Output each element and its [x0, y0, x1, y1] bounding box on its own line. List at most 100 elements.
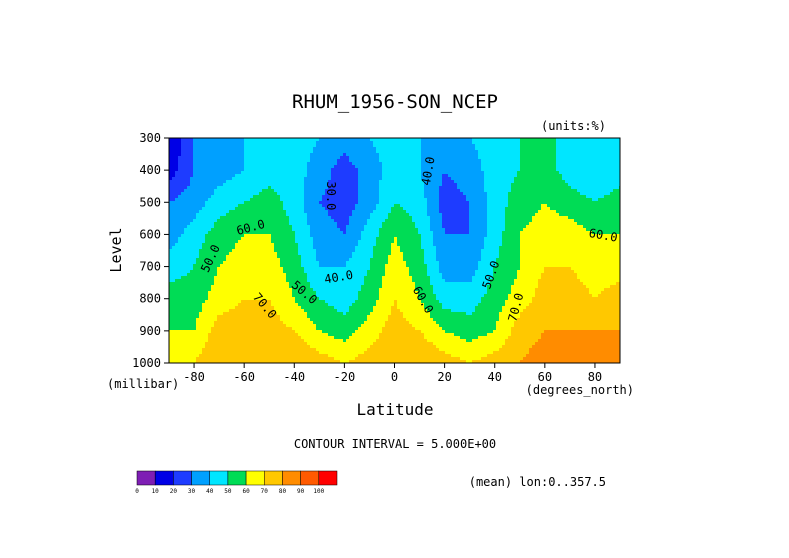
field-cell	[292, 231, 295, 234]
field-cell	[232, 345, 235, 348]
field-cell	[229, 198, 232, 201]
field-cell	[265, 246, 268, 249]
field-cell	[262, 162, 265, 165]
field-cell	[238, 243, 241, 246]
field-cell	[196, 186, 199, 189]
field-cell	[184, 300, 187, 303]
field-cell	[316, 201, 319, 204]
field-cell	[262, 237, 265, 240]
field-cell	[190, 321, 193, 324]
field-cell	[196, 342, 199, 345]
field-cell	[343, 168, 346, 171]
field-cell	[349, 270, 352, 273]
field-cell	[292, 213, 295, 216]
field-cell	[349, 330, 352, 333]
field-cell	[214, 207, 217, 210]
field-cell	[235, 288, 238, 291]
field-cell	[331, 162, 334, 165]
field-cell	[328, 291, 331, 294]
field-cell	[361, 330, 364, 333]
field-cell	[268, 303, 271, 306]
field-cell	[229, 192, 232, 195]
field-cell	[220, 333, 223, 336]
field-cell	[178, 285, 181, 288]
field-cell	[217, 252, 220, 255]
field-cell	[358, 276, 361, 279]
field-cell	[349, 174, 352, 177]
field-cell	[337, 279, 340, 282]
field-cell	[310, 345, 313, 348]
field-cell	[238, 222, 241, 225]
field-cell	[241, 243, 244, 246]
field-cell	[235, 360, 238, 363]
field-cell	[208, 168, 211, 171]
field-cell	[190, 318, 193, 321]
field-cell	[196, 267, 199, 270]
field-cell	[205, 279, 208, 282]
field-cell	[304, 270, 307, 273]
field-cell	[172, 309, 175, 312]
field-cell	[277, 252, 280, 255]
field-cell	[277, 201, 280, 204]
field-cell	[328, 243, 331, 246]
field-cell	[289, 273, 292, 276]
field-cell	[208, 174, 211, 177]
field-cell	[322, 234, 325, 237]
field-cell	[355, 147, 358, 150]
field-cell	[331, 288, 334, 291]
field-cell	[250, 330, 253, 333]
field-cell	[172, 207, 175, 210]
field-cell	[304, 249, 307, 252]
field-cell	[193, 357, 196, 360]
field-cell	[313, 294, 316, 297]
field-cell	[172, 159, 175, 162]
field-cell	[352, 342, 355, 345]
field-cell	[292, 147, 295, 150]
field-cell	[334, 318, 337, 321]
field-cell	[331, 285, 334, 288]
field-cell	[223, 360, 226, 363]
field-cell	[292, 276, 295, 279]
field-cell	[313, 282, 316, 285]
field-cell	[250, 207, 253, 210]
field-cell	[217, 189, 220, 192]
field-cell	[349, 231, 352, 234]
field-cell	[247, 174, 250, 177]
field-cell	[208, 144, 211, 147]
field-cell	[283, 351, 286, 354]
field-cell	[247, 264, 250, 267]
field-cell	[223, 270, 226, 273]
field-cell	[301, 144, 304, 147]
field-cell	[352, 150, 355, 153]
field-cell	[316, 261, 319, 264]
field-cell	[301, 303, 304, 306]
field-cell	[331, 237, 334, 240]
field-cell	[289, 246, 292, 249]
field-cell	[223, 234, 226, 237]
field-cell	[325, 285, 328, 288]
field-cell	[301, 318, 304, 321]
field-cell	[220, 330, 223, 333]
field-cell	[298, 312, 301, 315]
field-cell	[265, 282, 268, 285]
field-cell	[358, 159, 361, 162]
field-cell	[310, 300, 313, 303]
field-cell	[247, 261, 250, 264]
field-cell	[301, 339, 304, 342]
field-cell	[193, 201, 196, 204]
field-cell	[178, 342, 181, 345]
field-cell	[268, 252, 271, 255]
field-cell	[340, 333, 343, 336]
field-cell	[223, 249, 226, 252]
field-cell	[316, 204, 319, 207]
field-cell	[223, 141, 226, 144]
field-cell	[184, 204, 187, 207]
field-cell	[319, 246, 322, 249]
field-cell	[319, 144, 322, 147]
field-cell	[187, 267, 190, 270]
field-cell	[232, 225, 235, 228]
field-cell	[316, 138, 319, 141]
field-cell	[256, 276, 259, 279]
field-cell	[265, 360, 268, 363]
field-cell	[256, 210, 259, 213]
